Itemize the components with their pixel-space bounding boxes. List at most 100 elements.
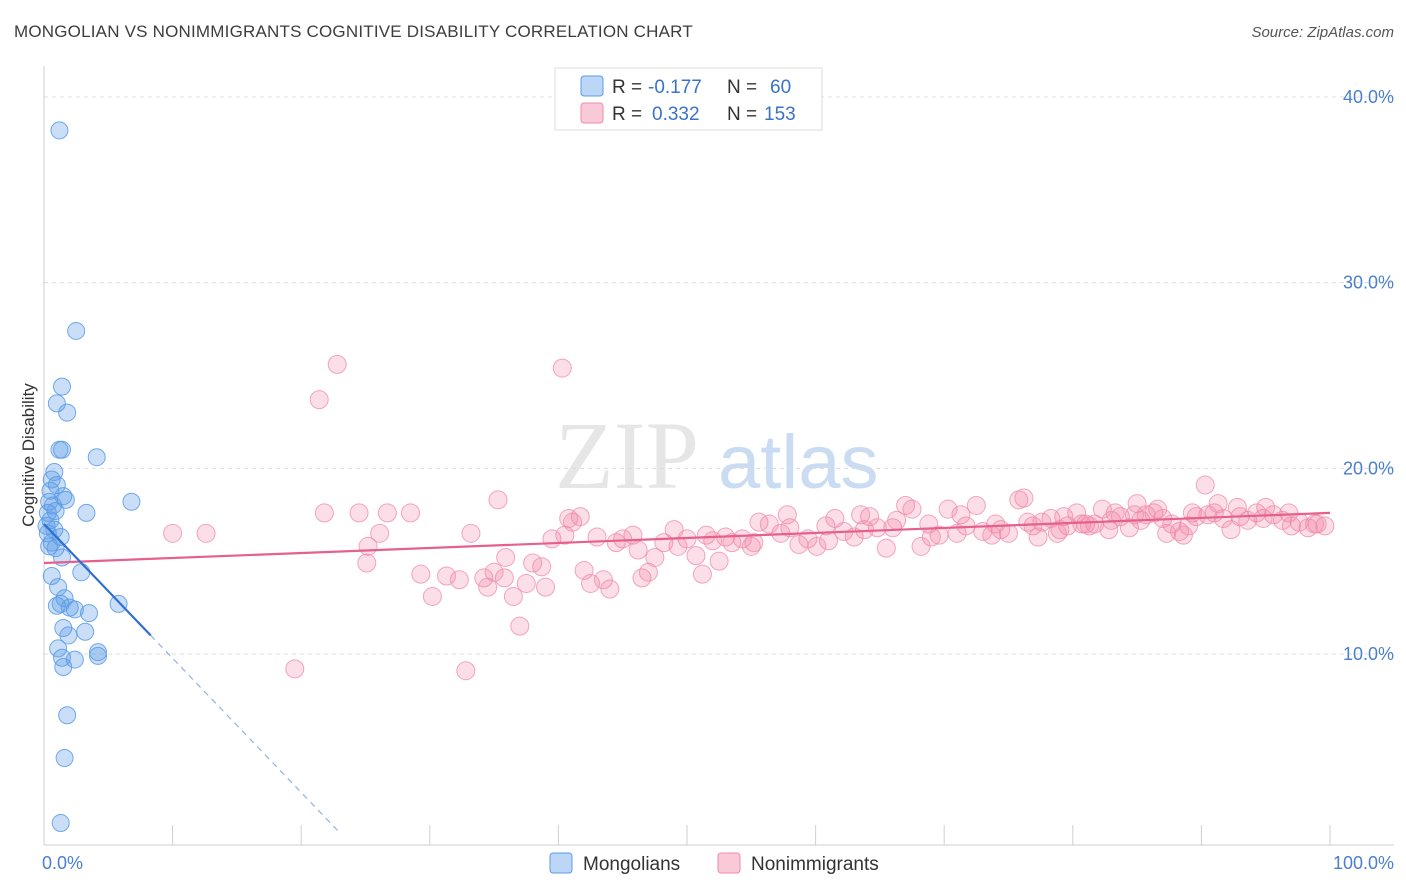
nonimmigrants-point-55 — [807, 536, 827, 556]
nonimmigrants-point-145 — [1305, 514, 1325, 534]
mongolians-point-1 — [67, 321, 86, 340]
watermark-zip: ZIP — [555, 402, 699, 509]
legend-r-label-2: R = — [612, 104, 642, 125]
mongolians-point-6 — [53, 440, 72, 459]
nonimmigrants-point-11 — [370, 523, 390, 543]
nonimmigrants-point-147 — [1208, 494, 1228, 514]
nonimmigrants-point-1 — [552, 358, 572, 378]
nonimmigrants-point-66 — [902, 499, 922, 519]
nonimmigrants-trendline — [43, 511, 1331, 565]
nonimmigrants-point-45 — [709, 551, 729, 571]
nonimmigrants-point-33 — [600, 579, 620, 599]
mongolians-point-4 — [58, 403, 77, 422]
mongolians-point-16 — [46, 502, 65, 521]
nonimmigrants-point-100 — [1195, 475, 1215, 495]
nonimmigrants-point-119 — [1099, 520, 1119, 540]
nonimmigrants-point-13 — [358, 536, 378, 556]
trendlines — [43, 511, 1331, 834]
legend-swatch-mongolians — [580, 75, 604, 97]
nonimmigrants-point-3 — [488, 490, 508, 510]
nonimmigrants-point-16 — [422, 586, 442, 606]
nonimmigrants-point-34 — [613, 529, 633, 549]
nonimmigrants-point-126 — [883, 518, 903, 538]
nonimmigrants-point-5 — [349, 503, 369, 523]
nonimmigrants-point-23 — [503, 586, 523, 606]
mongolians-point-19 — [38, 503, 57, 522]
nonimmigrants-point-128 — [818, 531, 838, 551]
nonimmigrants-point-57 — [825, 508, 845, 528]
legend-swatch-nonimmigrants — [580, 102, 604, 124]
nonimmigrants-point-21 — [494, 568, 514, 588]
nonimmigrants-point-122 — [1018, 512, 1038, 532]
nonimmigrants-point-117 — [1148, 499, 1168, 519]
y-tick-label-30: 30.0% — [1343, 273, 1394, 293]
mongolians-point-48 — [58, 706, 77, 725]
nonimmigrants-points — [163, 354, 1335, 681]
bottom-legend-nonimmigrants: Nonimmigrants — [751, 854, 879, 875]
mongolians-point-37 — [80, 604, 99, 623]
mongolians-point-38 — [109, 594, 128, 613]
nonimmigrants-point-129 — [777, 505, 797, 525]
nonimmigrants-point-140 — [478, 577, 498, 597]
mongolians-point-42 — [49, 639, 68, 658]
mongolians-point-2 — [53, 377, 72, 396]
nonimmigrants-point-10 — [196, 523, 216, 543]
stats-legend: R = -0.177 N = 60 R = 0.332 N = 153 — [554, 67, 823, 131]
nonimmigrants-point-139 — [510, 616, 530, 636]
mongolians-point-44 — [89, 646, 108, 665]
chart-title: MONGOLIAN VS NONIMMIGRANTS COGNITIVE DIS… — [14, 22, 693, 41]
nonimmigrants-point-15 — [437, 566, 457, 586]
mongolians-point-29 — [72, 563, 91, 582]
mongolians-point-3 — [47, 394, 66, 413]
mongolians-point-26 — [40, 537, 59, 556]
nonimmigrants-point-149 — [1157, 523, 1177, 543]
nonimmigrants-point-142 — [285, 659, 305, 679]
nonimmigrants-point-38 — [645, 547, 665, 567]
legend-n-label-1: N = — [727, 77, 757, 98]
bottom-legend-swatch-nonimmigrants — [717, 852, 741, 874]
nonimmigrants-point-132 — [696, 525, 716, 545]
mongolians-point-18 — [77, 503, 96, 522]
legend-n-value-1: 60 — [770, 77, 791, 98]
nonimmigrants-point-17 — [357, 553, 377, 573]
bottom-legend-mongolians: Mongolians — [583, 854, 680, 875]
mongolians-point-43 — [89, 643, 108, 662]
nonimmigrants-point-4 — [314, 503, 334, 523]
nonimmigrants-point-70 — [938, 499, 958, 519]
nonimmigrants-point-154 — [1028, 527, 1048, 547]
nonimmigrants-point-151 — [1105, 503, 1125, 523]
nonimmigrants-point-99 — [1186, 507, 1206, 527]
nonimmigrants-point-153 — [1054, 507, 1074, 527]
nonimmigrants-point-130 — [744, 533, 764, 553]
nonimmigrants-point-116 — [1173, 525, 1193, 545]
y-tick-label-40: 40.0% — [1343, 87, 1394, 107]
nonimmigrants-point-135 — [606, 533, 626, 553]
nonimmigrants-point-31 — [581, 573, 601, 593]
source-label: Source: ZipAtlas.com — [1251, 24, 1394, 41]
nonimmigrants-point-125 — [921, 527, 941, 547]
axes: 10.0% 20.0% 30.0% 40.0% — [43, 66, 1394, 846]
mongolians-point-49 — [55, 748, 74, 767]
nonimmigrants-point-0 — [327, 354, 347, 374]
nonimmigrants-point-73 — [966, 495, 986, 515]
nonimmigrants-point-127 — [854, 520, 874, 540]
nonimmigrants-point-144 — [1279, 503, 1299, 523]
nonimmigrants-point-14 — [411, 564, 431, 584]
nonimmigrants-point-141 — [456, 661, 476, 681]
nonimmigrants-point-6 — [377, 503, 397, 523]
mongolians-trendline-extension — [150, 635, 341, 834]
x-tick-label-min: 0.0% — [42, 853, 83, 873]
y-axis-title: Cognitive Disability — [19, 383, 38, 527]
legend-n-label-2: N = — [727, 104, 757, 125]
nonimmigrants-point-63 — [876, 538, 896, 558]
nonimmigrants-point-42 — [686, 546, 706, 566]
watermark-atlas: atlas — [718, 420, 879, 505]
mongolians-point-0 — [50, 121, 69, 140]
mongolians-point-27 — [46, 539, 65, 558]
nonimmigrants-point-12 — [461, 523, 481, 543]
x-tick-label-max: 100.0% — [1333, 853, 1394, 873]
nonimmigrants-point-152 — [1080, 516, 1100, 536]
y-tick-label-10: 10.0% — [1343, 644, 1394, 664]
nonimmigrants-point-19 — [474, 568, 494, 588]
